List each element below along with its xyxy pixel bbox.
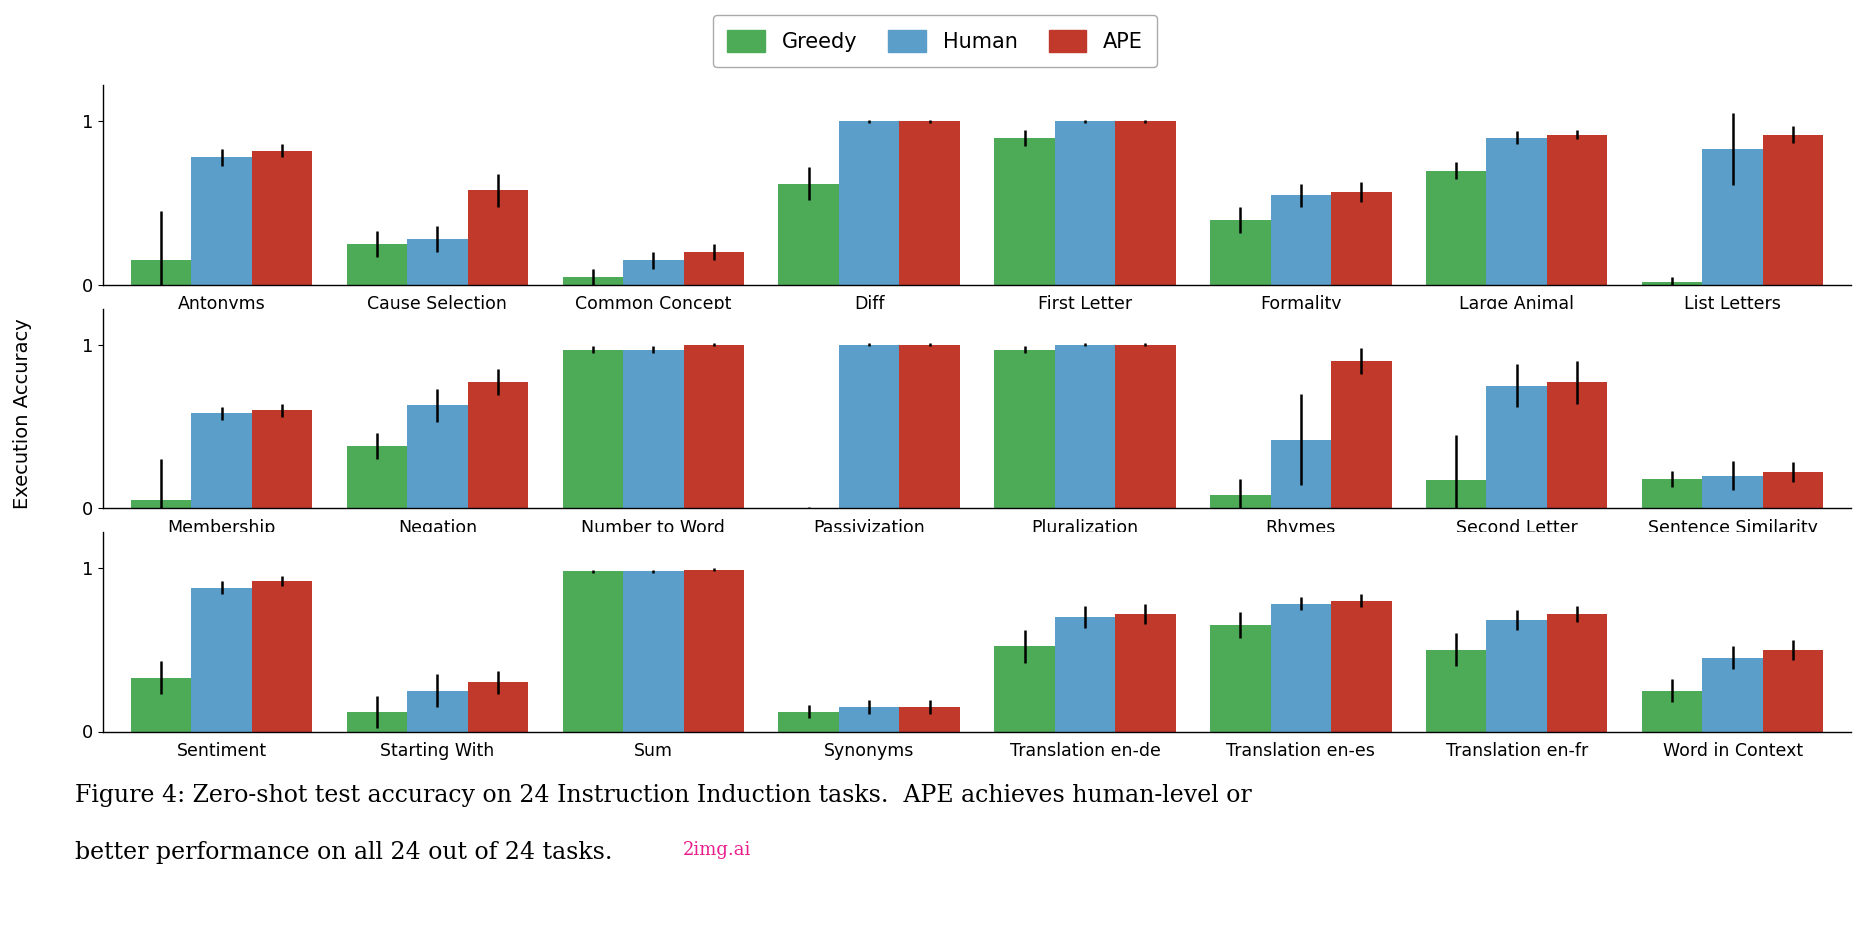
Text: 2img.ai: 2img.ai: [683, 841, 752, 859]
Bar: [1427, 171, 1487, 285]
Bar: [1055, 618, 1115, 732]
Bar: [1331, 600, 1391, 732]
Bar: [1115, 122, 1176, 285]
Bar: [1546, 382, 1608, 508]
Bar: [1487, 620, 1546, 732]
Bar: [1763, 650, 1823, 732]
Bar: [1210, 625, 1270, 732]
Bar: [840, 345, 899, 508]
Bar: [1763, 135, 1823, 285]
Bar: [995, 646, 1055, 732]
Bar: [1270, 440, 1331, 508]
Bar: [408, 406, 468, 508]
Bar: [191, 588, 252, 732]
Bar: [131, 260, 191, 285]
Bar: [684, 570, 744, 732]
Bar: [1642, 691, 1702, 732]
Bar: [191, 413, 252, 508]
Bar: [1487, 386, 1546, 508]
Bar: [131, 500, 191, 508]
Bar: [623, 571, 684, 732]
Bar: [995, 138, 1055, 285]
Bar: [468, 382, 527, 508]
Bar: [408, 239, 468, 285]
Bar: [899, 345, 959, 508]
Bar: [1546, 614, 1608, 732]
Bar: [408, 691, 468, 732]
Bar: [778, 712, 840, 732]
Bar: [346, 244, 408, 285]
Bar: [1763, 472, 1823, 508]
Bar: [623, 350, 684, 508]
Bar: [468, 682, 527, 732]
Bar: [1331, 192, 1391, 285]
Text: Figure 4: Zero-shot test accuracy on 24 Instruction Induction tasks.  APE achiev: Figure 4: Zero-shot test accuracy on 24 …: [75, 784, 1251, 807]
Bar: [778, 183, 840, 285]
Text: Execution Accuracy: Execution Accuracy: [13, 318, 32, 508]
Bar: [684, 345, 744, 508]
Bar: [1642, 479, 1702, 508]
Bar: [1546, 135, 1608, 285]
Bar: [563, 571, 623, 732]
Bar: [1702, 658, 1763, 732]
Bar: [1210, 495, 1270, 508]
Bar: [1115, 614, 1176, 732]
Bar: [1331, 361, 1391, 508]
Bar: [899, 707, 959, 732]
Bar: [252, 151, 312, 285]
Bar: [346, 446, 408, 508]
Bar: [1702, 476, 1763, 508]
Bar: [1427, 650, 1487, 732]
Bar: [623, 260, 684, 285]
Bar: [252, 410, 312, 508]
Bar: [899, 122, 959, 285]
Bar: [840, 122, 899, 285]
Bar: [684, 253, 744, 285]
Bar: [1427, 481, 1487, 508]
Bar: [1055, 345, 1115, 508]
Bar: [468, 190, 527, 285]
Bar: [563, 276, 623, 285]
Bar: [191, 158, 252, 285]
Bar: [563, 350, 623, 508]
Bar: [1055, 122, 1115, 285]
Bar: [1270, 604, 1331, 732]
Bar: [840, 707, 899, 732]
Bar: [995, 350, 1055, 508]
Bar: [1702, 149, 1763, 285]
Bar: [252, 581, 312, 732]
Bar: [1487, 138, 1546, 285]
Bar: [1642, 282, 1702, 285]
Bar: [1115, 345, 1176, 508]
Bar: [346, 712, 408, 732]
Text: better performance on all 24 out of 24 tasks.: better performance on all 24 out of 24 t…: [75, 841, 611, 864]
Bar: [131, 677, 191, 732]
Legend: Greedy, Human, APE: Greedy, Human, APE: [712, 15, 1158, 67]
Bar: [1270, 195, 1331, 285]
Bar: [1210, 219, 1270, 285]
